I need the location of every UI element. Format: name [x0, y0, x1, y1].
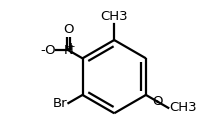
Text: CH3: CH3 — [100, 10, 128, 23]
Text: O: O — [63, 23, 74, 36]
Text: O: O — [152, 95, 163, 108]
Text: -O: -O — [40, 44, 56, 57]
Text: +: + — [67, 42, 76, 52]
Text: N: N — [64, 44, 73, 57]
Text: CH3: CH3 — [169, 101, 196, 114]
Text: Br: Br — [53, 97, 68, 110]
